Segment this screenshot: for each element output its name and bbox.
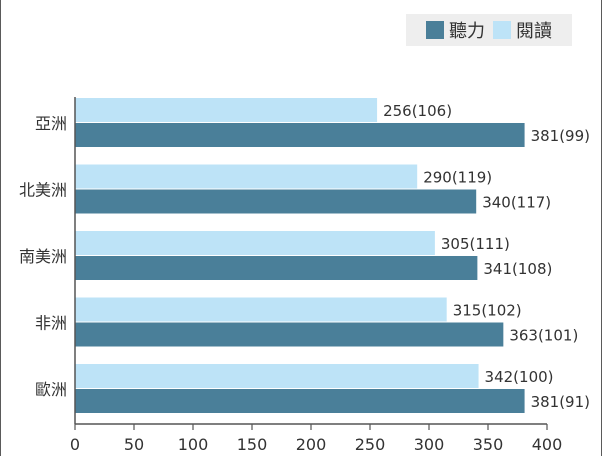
legend-item-listening: 聽力 [426, 17, 485, 43]
data-label-listening: 381(99) [531, 127, 590, 145]
x-tick-label: 350 [473, 435, 504, 454]
legend-swatch-reading [493, 21, 511, 39]
data-label-reading: 305(111) [441, 235, 510, 253]
x-tick-label: 400 [532, 435, 563, 454]
bar-listening [75, 123, 525, 147]
legend-swatch-listening [426, 21, 444, 39]
category-label: 亞洲 [35, 114, 67, 133]
x-tick-label: 250 [355, 435, 386, 454]
bar-reading [75, 364, 479, 388]
bar-reading [75, 164, 418, 189]
category-label: 歐洲 [35, 380, 67, 399]
bar-listening [75, 389, 525, 413]
category-label: 非洲 [35, 314, 67, 333]
bar-reading [75, 98, 378, 122]
x-tick-label: 200 [296, 435, 327, 454]
legend-label-listening: 聽力 [449, 21, 485, 42]
x-tick-label: 150 [237, 435, 268, 454]
x-tick-label: 0 [70, 435, 80, 454]
data-label-reading: 315(102) [453, 302, 522, 320]
bar-reading [75, 297, 447, 322]
bar-listening [75, 189, 477, 214]
chart-legend: 聽力 閱讀 [406, 14, 572, 46]
bar-listening [75, 256, 478, 280]
data-label-reading: 290(119) [423, 169, 492, 187]
bar-reading [75, 231, 435, 255]
data-label-listening: 341(108) [483, 260, 552, 278]
category-label: 南美洲 [19, 247, 67, 266]
legend-label-reading: 閱讀 [516, 21, 552, 42]
x-tick-label: 50 [124, 435, 144, 454]
data-label-reading: 256(106) [383, 102, 452, 120]
category-label: 北美洲 [19, 181, 67, 200]
data-label-reading: 342(100) [485, 368, 554, 386]
x-tick-label: 300 [414, 435, 445, 454]
data-label-listening: 363(101) [509, 327, 578, 345]
bar-listening [75, 322, 504, 347]
legend-item-reading: 閱讀 [493, 17, 552, 43]
data-label-listening: 340(117) [482, 194, 551, 212]
data-label-listening: 381(91) [531, 393, 590, 411]
x-tick-label: 100 [178, 435, 209, 454]
